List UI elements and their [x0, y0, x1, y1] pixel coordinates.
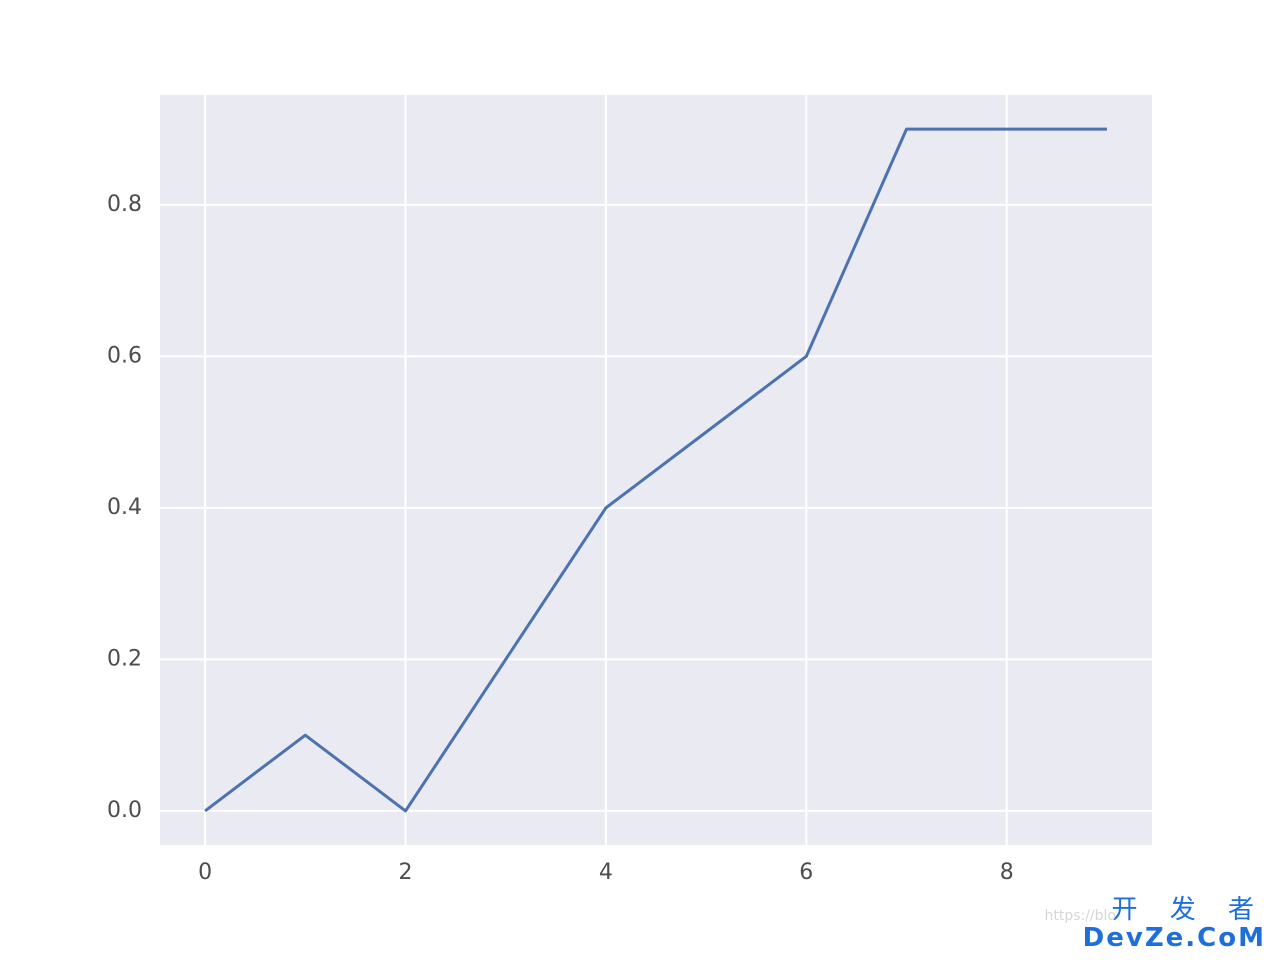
watermark-faint-text: https://blo — [1044, 909, 1116, 924]
x-tick-label: 6 — [799, 860, 813, 885]
y-tick-label: 0.8 — [107, 192, 142, 217]
figure: 0 2 4 6 8 0.0 0.2 0.4 0.6 0.8 https://blo 开 发 者 D… — [0, 0, 1280, 960]
x-tick-label: 4 — [599, 860, 613, 885]
x-tick-label: 2 — [398, 860, 412, 885]
y-tick-label: 0.2 — [107, 646, 142, 671]
y-tick-label: 0.4 — [107, 495, 142, 520]
line-chart: 0 2 4 6 8 0.0 0.2 0.4 0.6 0.8 — [0, 0, 1280, 960]
watermark: https://blo 开 发 者 DevZe.CoM — [1083, 897, 1266, 952]
watermark-en-text: DevZe.CoM — [1083, 925, 1266, 952]
y-tick-label: 0.0 — [107, 798, 142, 823]
x-tick-label: 8 — [1000, 860, 1014, 885]
y-tick-label: 0.6 — [107, 343, 142, 368]
x-tick-label: 0 — [198, 860, 212, 885]
